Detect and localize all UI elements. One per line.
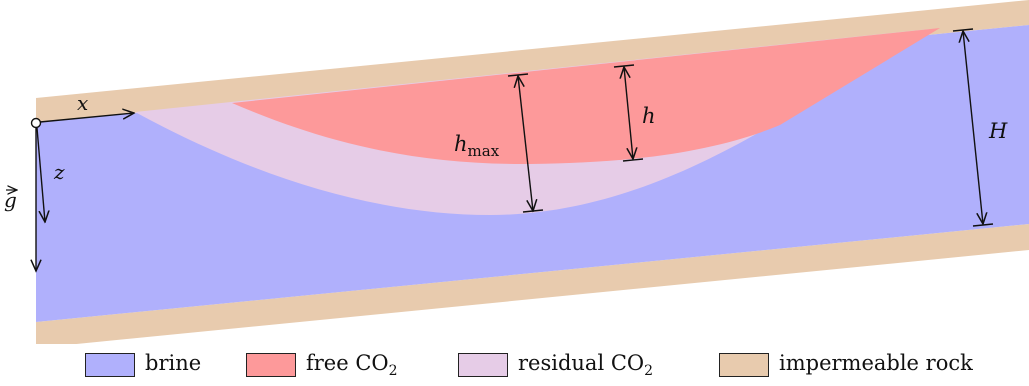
- legend-label-residual-co2: residual CO2: [518, 351, 653, 379]
- h-max-label-sub: max: [468, 142, 500, 160]
- legend: brine free CO2 residual CO2 impermeable …: [0, 344, 1029, 386]
- legend-item-rock: impermeable rock: [719, 350, 973, 380]
- h-tick-bottom: [622, 158, 644, 162]
- z-axis-label: z: [53, 160, 65, 184]
- free-co2-region: [232, 28, 940, 165]
- h-label: h: [642, 104, 656, 128]
- legend-label-brine: brine: [145, 351, 201, 379]
- legend-sub-free-co2: 2: [388, 363, 398, 380]
- legend-swatch-free-co2: [246, 353, 296, 377]
- x-axis-label: x: [77, 91, 88, 115]
- x-axis-arrow: [39, 113, 134, 123]
- legend-text-rock: impermeable rock: [779, 350, 973, 375]
- legend-swatch-brine: [85, 353, 135, 377]
- bottom-rock-layer: [36, 224, 1029, 344]
- legend-label-free-co2: free CO2: [306, 351, 398, 379]
- H-label: H: [988, 119, 1008, 143]
- legend-swatch-residual-co2: [458, 353, 508, 377]
- legend-item-residual-co2: residual CO2: [458, 350, 653, 380]
- co2-plume-diagram: x z g hmax h H: [4, 0, 1029, 344]
- top-rock-layer: [36, 0, 1029, 123]
- z-axis-arrow: [36, 127, 45, 222]
- H-dimension: [963, 31, 983, 224]
- h-dimension: [624, 67, 633, 159]
- legend-swatch-rock: [719, 353, 769, 377]
- legend-label-rock: impermeable rock: [779, 351, 973, 379]
- legend-item-free-co2: free CO2: [246, 350, 398, 380]
- legend-text-residual-co2: residual CO: [518, 350, 645, 375]
- legend-text-brine: brine: [145, 350, 202, 375]
- gravity-label: g: [4, 188, 17, 212]
- origin-marker: [30, 117, 42, 129]
- h-max-dimension: [518, 76, 533, 211]
- legend-sub-residual-co2: 2: [644, 363, 654, 380]
- h-tick-top: [613, 64, 635, 68]
- legend-item-brine: brine: [85, 350, 201, 380]
- legend-text-free-co2: free CO: [306, 350, 389, 375]
- h-max-tick-top: [507, 73, 529, 77]
- h-max-label: hmax: [454, 132, 500, 160]
- h-max-tick-bottom: [522, 209, 544, 213]
- H-tick-bottom: [972, 223, 994, 227]
- H-tick-top: [952, 28, 974, 32]
- h-max-label-main: h: [454, 132, 468, 156]
